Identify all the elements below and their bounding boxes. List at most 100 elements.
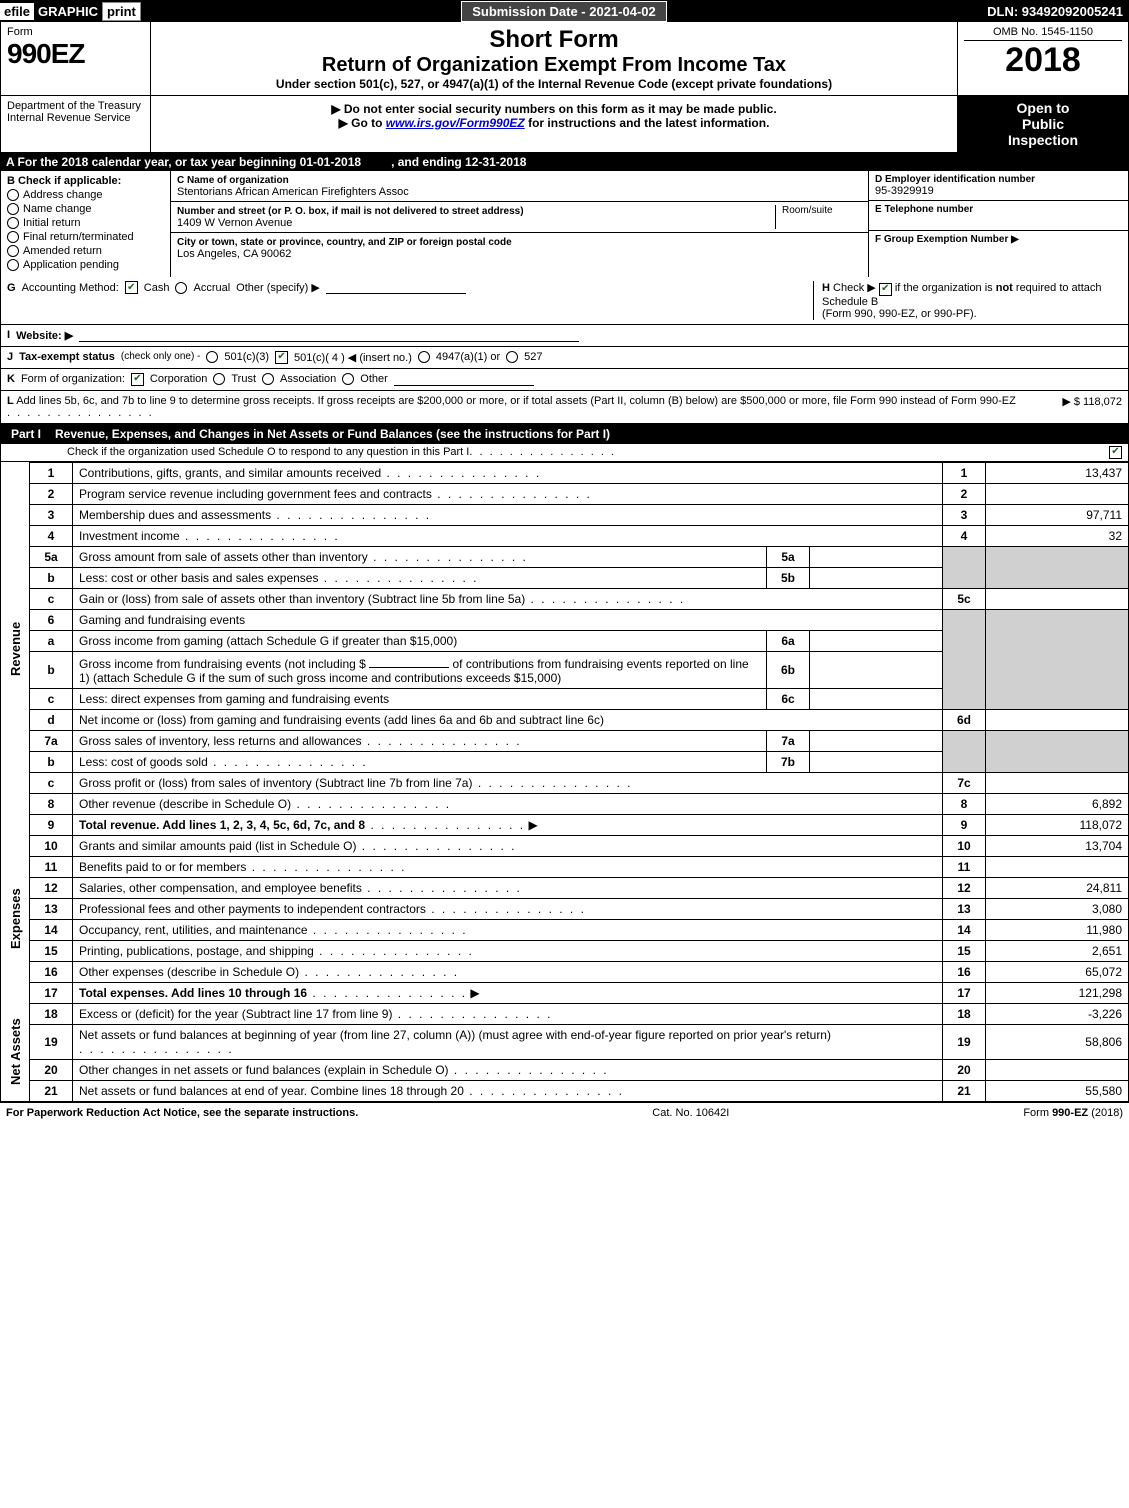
- line-7a-sub: 7a: [767, 730, 810, 751]
- line-6d-col: 6d: [943, 709, 986, 730]
- period-begin: A For the 2018 calendar year, or tax yea…: [6, 155, 361, 169]
- period-row: A For the 2018 calendar year, or tax yea…: [0, 153, 1129, 171]
- line-8-amt: 6,892: [986, 793, 1129, 814]
- j-527-label: 527: [524, 351, 542, 363]
- line-16-desc: Other expenses (describe in Schedule O): [79, 965, 299, 979]
- part1-checkbox[interactable]: [1109, 446, 1122, 459]
- street-label: Number and street (or P. O. box, if mail…: [177, 206, 524, 217]
- k-trust-radio[interactable]: [213, 373, 225, 385]
- l-amount: ▶ $ 118,072: [1062, 395, 1122, 408]
- line-6b-blank[interactable]: [369, 655, 449, 668]
- initial-return-radio[interactable]: [7, 217, 19, 229]
- line-5a-desc: Gross amount from sale of assets other t…: [79, 550, 368, 564]
- j-501c-checkbox[interactable]: [275, 351, 288, 364]
- line-5b-subamt: [810, 567, 943, 588]
- line-2-amt: [986, 483, 1129, 504]
- amended-label: Amended return: [23, 245, 102, 257]
- line-4-desc: Investment income: [79, 529, 180, 543]
- footer-right: Form 990-EZ (2018): [1023, 1107, 1123, 1119]
- j-501c3-radio[interactable]: [206, 351, 218, 363]
- short-form-title: Short Form: [157, 26, 951, 54]
- i-label: I: [7, 329, 10, 341]
- open-to: Open to: [960, 100, 1126, 116]
- street-value: 1409 W Vernon Avenue: [177, 217, 292, 229]
- line-13-col: 13: [943, 898, 986, 919]
- k-assoc-radio[interactable]: [262, 373, 274, 385]
- amended-radio[interactable]: [7, 245, 19, 257]
- line-6c-sub: 6c: [767, 688, 810, 709]
- line-7c-col: 7c: [943, 772, 986, 793]
- j-label: J: [7, 351, 13, 363]
- k-other-label: Other: [360, 373, 388, 385]
- line-7b-sub: 7b: [767, 751, 810, 772]
- part1-label: Part I: [7, 427, 45, 441]
- org-name: Stentorians African American Firefighter…: [177, 186, 409, 198]
- line-6b-desc1: Gross income from fundraising events (no…: [79, 657, 366, 671]
- line-6b-sub: 6b: [767, 651, 810, 688]
- irs-link[interactable]: www.irs.gov/Form990EZ: [386, 116, 525, 130]
- line-21-no: 21: [30, 1080, 73, 1101]
- line-5c-desc: Gain or (loss) from sale of assets other…: [79, 592, 525, 606]
- line-11-col: 11: [943, 856, 986, 877]
- line-19-col: 19: [943, 1024, 986, 1059]
- form-of-org-label: Form of organization:: [21, 373, 125, 385]
- accrual-radio[interactable]: [175, 282, 187, 294]
- ssn-warning: ▶ Do not enter social security numbers o…: [157, 102, 951, 116]
- line-11-amt: [986, 856, 1129, 877]
- website-field[interactable]: [79, 329, 579, 342]
- k-corp-checkbox[interactable]: [131, 373, 144, 386]
- line-20-no: 20: [30, 1059, 73, 1080]
- j-527-radio[interactable]: [506, 351, 518, 363]
- other-specify-field[interactable]: [326, 281, 466, 294]
- check-if-label: Check if applicable:: [18, 175, 121, 187]
- line-5c-no: c: [30, 588, 73, 609]
- line-9-amt: 118,072: [986, 814, 1129, 835]
- room-suite-label: Room/suite: [775, 205, 862, 229]
- j-4947-radio[interactable]: [418, 351, 430, 363]
- h-checkbox[interactable]: [879, 283, 892, 296]
- line-13-no: 13: [30, 898, 73, 919]
- line-12-desc: Salaries, other compensation, and employ…: [79, 881, 362, 895]
- part1-check-text: Check if the organization used Schedule …: [67, 446, 469, 458]
- h-label: H: [822, 282, 830, 294]
- line-4-amt: 32: [986, 525, 1129, 546]
- line-3-no: 3: [30, 504, 73, 525]
- part1-title: Revenue, Expenses, and Changes in Net As…: [55, 427, 610, 441]
- k-other-radio[interactable]: [342, 373, 354, 385]
- g-label: G: [7, 282, 16, 294]
- print-button[interactable]: print: [102, 2, 141, 21]
- cash-label: Cash: [144, 282, 170, 294]
- line-12-no: 12: [30, 877, 73, 898]
- return-title: Return of Organization Exempt From Incom…: [157, 54, 951, 77]
- line-7b-subamt: [810, 751, 943, 772]
- line-2-no: 2: [30, 483, 73, 504]
- app-pending-radio[interactable]: [7, 259, 19, 271]
- j-501c-label: 501(c)( 4 ) ◀ (insert no.): [294, 351, 412, 364]
- k-assoc-label: Association: [280, 373, 336, 385]
- line-17-desc: Total expenses. Add lines 10 through 16: [79, 986, 307, 1000]
- line-5a-sub: 5a: [767, 546, 810, 567]
- name-change-radio[interactable]: [7, 203, 19, 215]
- line-9-col: 9: [943, 814, 986, 835]
- line-4-no: 4: [30, 525, 73, 546]
- line-6a-no: a: [30, 630, 73, 651]
- cash-checkbox[interactable]: [125, 281, 138, 294]
- irs-label: Internal Revenue Service: [7, 112, 144, 124]
- line-18-no: 18: [30, 1003, 73, 1024]
- line-14-amt: 11,980: [986, 919, 1129, 940]
- final-return-radio[interactable]: [7, 231, 19, 243]
- line-1-desc: Contributions, gifts, grants, and simila…: [79, 466, 381, 480]
- line-18-col: 18: [943, 1003, 986, 1024]
- h-text2: if the organization is: [895, 282, 996, 294]
- line-14-desc: Occupancy, rent, utilities, and maintena…: [79, 923, 308, 937]
- address-change-radio[interactable]: [7, 189, 19, 201]
- k-label: K: [7, 373, 15, 385]
- line-8-no: 8: [30, 793, 73, 814]
- k-other-field[interactable]: [394, 373, 534, 386]
- line-19-no: 19: [30, 1024, 73, 1059]
- line-6c-subamt: [810, 688, 943, 709]
- line-7b-no: b: [30, 751, 73, 772]
- expenses-side-label: Expenses: [1, 835, 30, 1003]
- line-10-desc: Grants and similar amounts paid (list in…: [79, 839, 356, 853]
- form-number: 990EZ: [7, 38, 144, 70]
